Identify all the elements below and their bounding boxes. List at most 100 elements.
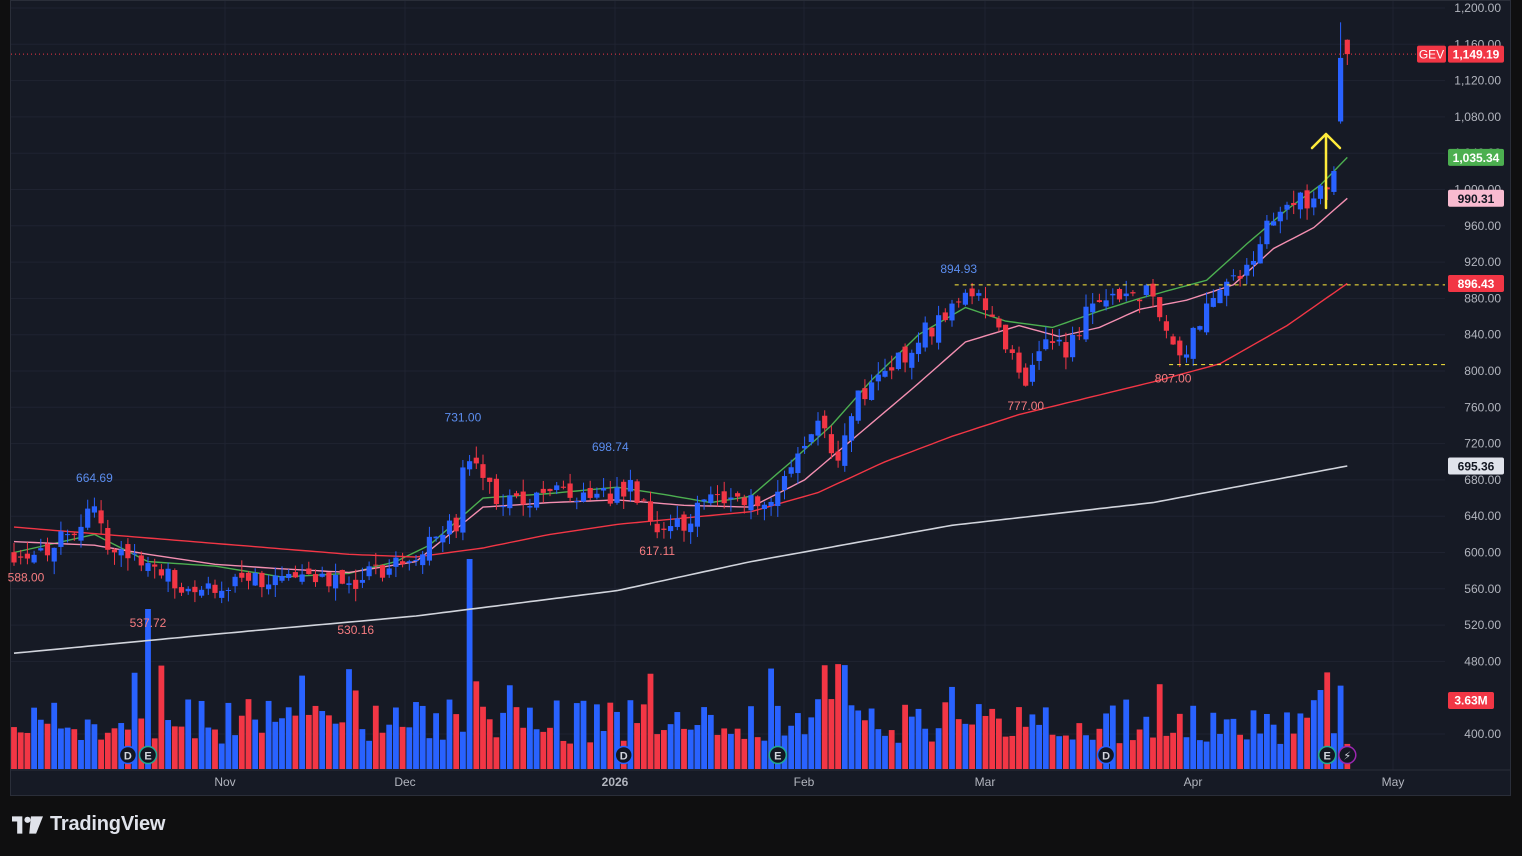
candle [232, 576, 238, 587]
volume-bar [1116, 743, 1123, 769]
candle [426, 536, 432, 561]
price-chart[interactable]: 664.69 588.00 537.72 530.16 731.00 698.74 617.… [0, 0, 1522, 800]
candle [574, 501, 580, 503]
time-axis[interactable]: Nov Dec 2026 Feb Mar Apr May [214, 775, 1404, 789]
volume-bar [1210, 712, 1217, 769]
candle [219, 590, 225, 598]
extreme-label: 617.11 [639, 544, 675, 558]
volume-bar [439, 739, 446, 769]
candle [1083, 306, 1089, 340]
candle [473, 457, 479, 464]
candle [118, 549, 124, 556]
candle [627, 479, 633, 492]
event-circle [614, 745, 633, 765]
candle [299, 574, 305, 582]
candle [748, 495, 754, 511]
candle [1183, 354, 1190, 358]
event-marker[interactable]: D [1096, 745, 1116, 765]
tradingview-logo[interactable]: TradingView [12, 813, 165, 836]
price-tick-label: 600.00 [1464, 546, 1501, 560]
volume-bar [741, 738, 748, 769]
candle [1204, 303, 1210, 333]
volume-bars [11, 559, 1351, 769]
volume-bar [1290, 733, 1297, 769]
volume-bar [640, 704, 647, 769]
candle [942, 312, 948, 321]
volume-bar [198, 700, 205, 769]
price-tick-label: 400.00 [1464, 727, 1501, 741]
volume-bar [131, 672, 138, 769]
volume-bar [1243, 739, 1250, 769]
volume-bar [51, 702, 58, 769]
event-marker-label: E [144, 751, 151, 763]
event-marker[interactable]: E [138, 745, 158, 765]
volume-bar [687, 729, 694, 769]
candle [1076, 335, 1082, 337]
candle [1070, 334, 1076, 358]
price-tick-label: 560.00 [1464, 582, 1501, 596]
candle [1029, 364, 1035, 382]
candle [38, 548, 44, 551]
candle [1163, 321, 1169, 331]
volume-bar [955, 719, 962, 769]
time-tick-label: Mar [975, 775, 996, 789]
volume-bar [305, 714, 312, 769]
candle [11, 552, 17, 563]
candle [1016, 352, 1022, 373]
volume-bar [359, 729, 366, 769]
volume-bar [1223, 719, 1230, 769]
brand-name: TradingView [50, 813, 166, 835]
extreme-label: 530.16 [337, 623, 374, 637]
volume-bar [185, 699, 192, 769]
chart-panel[interactable] [10, 0, 1511, 796]
volume-bar [1130, 740, 1136, 769]
candle [400, 561, 406, 565]
candle [889, 367, 895, 371]
volume-bar [1264, 713, 1270, 769]
up-arrow-icon [1310, 132, 1342, 210]
candle [333, 574, 339, 589]
event-marker[interactable]: E [1317, 745, 1337, 765]
event-marker[interactable]: ⚡ [1338, 745, 1357, 765]
volume-bar [366, 740, 372, 769]
volume-bar [1049, 734, 1056, 769]
event-circle [1096, 745, 1116, 765]
event-marker[interactable]: E [768, 745, 788, 765]
candle [406, 561, 412, 563]
candle [319, 573, 325, 577]
candle [761, 504, 767, 510]
price-tick-label: 920.00 [1464, 255, 1501, 269]
candle [902, 346, 908, 363]
volume-bar [915, 708, 922, 769]
last-price-label: 1,149.19 [1448, 45, 1504, 63]
volume-bar [888, 730, 895, 769]
event-marker-label: D [620, 751, 628, 763]
candle [936, 315, 942, 343]
event-marker[interactable]: D [118, 745, 138, 765]
grid [11, 1, 1510, 771]
candle [326, 572, 332, 587]
event-marker[interactable]: D [614, 745, 633, 765]
volume-bar [259, 732, 265, 769]
volume-bar [1197, 740, 1203, 769]
price-axis[interactable]: 1,200.001,160.001,120.001,080.001,040.00… [1454, 1, 1501, 741]
volume-bar [1002, 736, 1009, 769]
volume-bar [815, 699, 821, 769]
candle [1264, 220, 1270, 245]
price-tick-label: 1,080.00 [1454, 110, 1501, 124]
volume-bar [31, 707, 37, 769]
extreme-label: 588.00 [8, 570, 45, 584]
candle [929, 327, 935, 337]
candle [614, 487, 620, 503]
candle [467, 461, 473, 470]
volume-bar [212, 729, 218, 769]
candle [1103, 300, 1109, 307]
volume-bar [245, 699, 252, 769]
candle [1338, 57, 1344, 122]
volume-bar [466, 559, 473, 769]
candle [688, 523, 694, 533]
volume-bar [714, 734, 721, 769]
volume-bar [192, 738, 198, 769]
event-marker-label: E [774, 751, 781, 763]
volume-bar [486, 719, 493, 769]
